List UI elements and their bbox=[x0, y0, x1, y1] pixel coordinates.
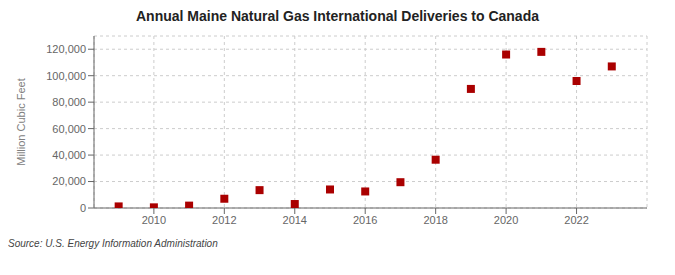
svg-text:80,000: 80,000 bbox=[52, 96, 86, 108]
svg-text:60,000: 60,000 bbox=[52, 123, 86, 135]
html-text:Source: U.S. Energy Informatio: Source: U.S. Energy Information Administ… bbox=[8, 238, 218, 249]
svg-text:2012: 2012 bbox=[212, 214, 236, 226]
svg-text:2018: 2018 bbox=[423, 214, 447, 226]
svg-text:20,000: 20,000 bbox=[52, 175, 86, 187]
svg-text:2020: 2020 bbox=[494, 214, 518, 226]
svg-text:40,000: 40,000 bbox=[52, 149, 86, 161]
svg-text:2014: 2014 bbox=[283, 214, 307, 226]
svg-text:Million Cubic Feet: Million Cubic Feet bbox=[15, 78, 27, 165]
svg-text:0: 0 bbox=[80, 202, 86, 214]
html-text:Annual Maine Natural Gas Inter: Annual Maine Natural Gas International D… bbox=[136, 8, 539, 24]
svg-text:120,000: 120,000 bbox=[46, 43, 86, 55]
svg-text:2016: 2016 bbox=[353, 214, 377, 226]
svg-text:2022: 2022 bbox=[564, 214, 588, 226]
svg-text:2010: 2010 bbox=[142, 214, 166, 226]
svg-text:100,000: 100,000 bbox=[46, 70, 86, 82]
